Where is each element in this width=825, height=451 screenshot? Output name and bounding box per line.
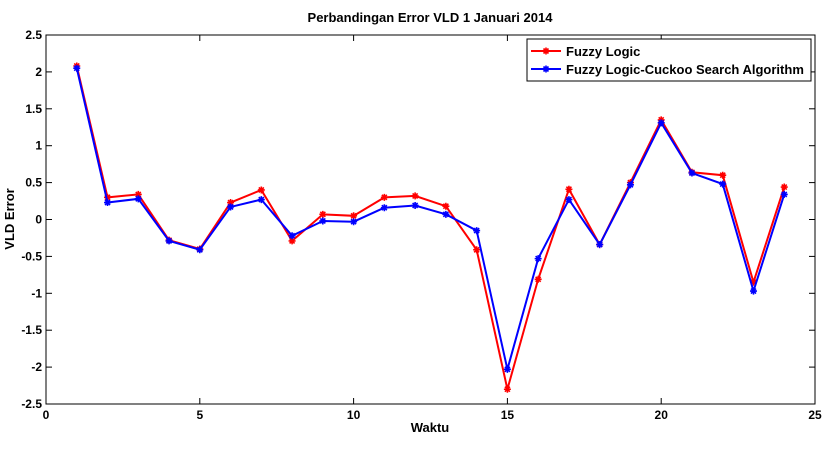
- data-point: [227, 199, 235, 207]
- data-point: [380, 204, 388, 212]
- legend-marker: [542, 65, 550, 73]
- data-point: [227, 203, 235, 211]
- x-tick-label: 0: [43, 408, 50, 422]
- data-point: [288, 232, 296, 240]
- data-point: [442, 202, 450, 210]
- data-point: [473, 246, 481, 254]
- legend: Fuzzy Logic Fuzzy Logic-Cuckoo Search Alg…: [526, 38, 812, 82]
- data-point: [73, 64, 81, 72]
- x-tick-label: 5: [196, 408, 203, 422]
- series-line: [75, 67, 786, 370]
- x-tick-label: 20: [655, 408, 669, 422]
- data-point: [780, 183, 788, 191]
- data-point: [565, 185, 573, 193]
- data-point: [442, 210, 450, 218]
- data-point: [257, 186, 265, 194]
- y-tick-label: 2: [35, 65, 42, 79]
- legend-label: Fuzzy Logic: [566, 44, 640, 59]
- series-fuzzy-logic-cuckoo: [73, 64, 788, 373]
- data-point: [288, 237, 296, 245]
- data-point: [473, 227, 481, 235]
- x-axis-label: Waktu: [411, 420, 450, 435]
- data-point: [719, 171, 727, 179]
- data-point: [749, 287, 757, 295]
- data-point: [104, 199, 112, 207]
- data-point: [565, 196, 573, 204]
- y-tick-label: 0.5: [25, 176, 42, 190]
- data-point: [657, 119, 665, 127]
- data-point: [380, 193, 388, 201]
- data-point: [257, 196, 265, 204]
- data-point: [626, 181, 634, 189]
- y-tick-label: -0.5: [21, 249, 42, 263]
- data-point: [350, 218, 358, 226]
- x-tick-label: 10: [347, 408, 361, 422]
- y-tick-label: 1.5: [25, 102, 42, 116]
- data-point: [688, 169, 696, 177]
- data-point: [534, 255, 542, 263]
- series-fuzzy-logic: [73, 62, 788, 393]
- data-point: [134, 195, 142, 203]
- chart-title: Perbandingan Error VLD 1 Januari 2014: [308, 10, 554, 25]
- y-axis-label: VLD Error: [2, 188, 17, 249]
- data-point: [719, 180, 727, 188]
- y-tick-label: 1: [35, 139, 42, 153]
- y-tick-label: 2.5: [25, 28, 42, 42]
- data-point: [165, 237, 173, 245]
- data-point: [134, 190, 142, 198]
- series-line: [75, 65, 786, 390]
- x-tick-label: 15: [501, 408, 515, 422]
- y-tick-label: -1.5: [21, 323, 42, 337]
- data-point: [411, 201, 419, 209]
- data-point: [319, 217, 327, 225]
- y-tick-label: -2: [31, 360, 42, 374]
- data-point: [350, 212, 358, 220]
- data-point: [411, 192, 419, 200]
- data-point: [534, 275, 542, 283]
- data-point: [749, 278, 757, 286]
- legend-label: Fuzzy Logic-Cuckoo Search Algorithm: [566, 62, 804, 77]
- y-tick-label: -2.5: [21, 397, 42, 411]
- data-point: [780, 190, 788, 198]
- data-point: [319, 210, 327, 218]
- legend-box: [526, 38, 812, 82]
- data-point: [196, 246, 204, 254]
- data-point: [503, 365, 511, 373]
- y-tick-label: -1: [31, 286, 42, 300]
- x-tick-label: 25: [808, 408, 822, 422]
- data-point: [596, 241, 604, 249]
- data-point: [104, 193, 112, 201]
- legend-marker: [542, 47, 550, 55]
- y-tick-label: 0: [35, 213, 42, 227]
- plot-frame: [45, 34, 816, 405]
- data-point: [503, 385, 511, 393]
